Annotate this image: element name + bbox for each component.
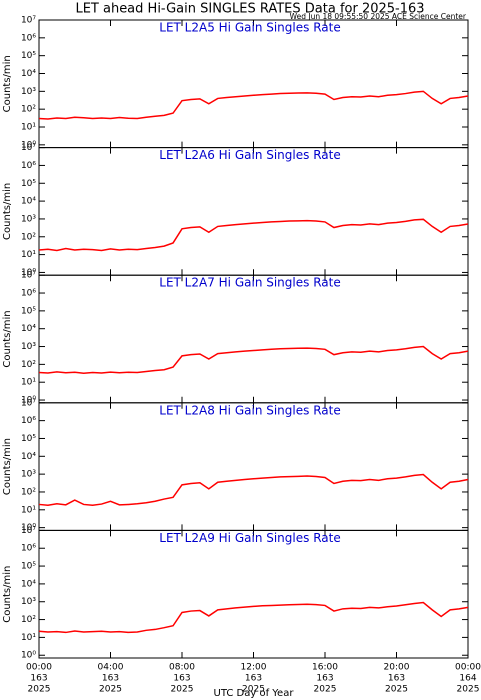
panel-title: LET L2A6 Hi Gain Singles Rate: [159, 148, 340, 162]
x-axis-label: UTC Day of Year: [214, 688, 295, 699]
plot-frame: [38, 19, 469, 149]
data-line: [38, 345, 469, 374]
x-tick-label: 08:00: [169, 663, 195, 673]
y-tick-label: 10²: [21, 232, 36, 242]
x-tick-label: 04:00: [98, 663, 124, 673]
y-tick-label: 10²: [21, 615, 36, 625]
x-tick-day: 163: [388, 674, 405, 684]
x-tick-day: 163: [102, 674, 119, 684]
x-tick-year: 2025: [314, 685, 337, 695]
x-tick-label: 20:00: [384, 663, 410, 673]
y-tick-label: 10⁵: [21, 434, 36, 444]
x-tick-label: 00:00: [455, 663, 481, 673]
timestamp: Wed Jun 18 09:55:50 2025 ACE Science Cen…: [290, 12, 467, 21]
x-tick-year: 2025: [28, 685, 51, 695]
y-tick-label: 10⁶: [21, 289, 36, 299]
y-tick-label: 10⁷: [21, 143, 36, 153]
plot-frame: [38, 402, 469, 531]
plot-frame: [38, 274, 469, 404]
x-tick-year: 2025: [457, 685, 480, 695]
y-tick-label: 10³: [21, 342, 36, 352]
plot-frame: [38, 529, 469, 659]
y-tick-label: 10⁰: [21, 523, 36, 533]
x-tick-day: 163: [245, 674, 262, 684]
x-tick-day: 164: [459, 674, 476, 684]
x-tick-year: 2025: [242, 685, 265, 695]
x-tick-label: 12:00: [241, 663, 267, 673]
y-tick-label: 10⁴: [21, 197, 36, 207]
y-tick-label: 10⁷: [21, 526, 36, 536]
y-tick-label: 10³: [21, 470, 36, 480]
y-tick-label: 10³: [21, 214, 36, 224]
y-tick-label: 10⁴: [21, 69, 36, 79]
y-tick-label: 10⁵: [21, 306, 36, 316]
y-tick-label: 10⁵: [21, 179, 36, 189]
page-title: LET ahead Hi-Gain SINGLES RATES Data for…: [75, 2, 424, 17]
y-tick-label: 10⁶: [21, 161, 36, 171]
x-tick-year: 2025: [171, 685, 194, 695]
x-tick-day: 163: [173, 674, 190, 684]
y-tick-label: 10¹: [21, 633, 36, 643]
y-tick-label: 10³: [21, 87, 36, 97]
panel-title: LET L2A8 Hi Gain Singles Rate: [159, 403, 340, 417]
y-tick-label: 10⁷: [21, 16, 36, 26]
x-tick-day: 163: [316, 674, 333, 684]
y-tick-label: 10⁵: [21, 51, 36, 61]
y-tick-label: 10²: [21, 360, 36, 370]
x-tick-day: 163: [30, 674, 47, 684]
y-tick-label: 10⁷: [21, 271, 36, 281]
y-tick-label: 10⁴: [21, 579, 36, 589]
panel-title: LET L2A5 Hi Gain Singles Rate: [159, 21, 340, 35]
y-tick-label: 10²: [21, 105, 36, 115]
data-line: [38, 218, 469, 252]
y-axis-label: Counts/min: [2, 566, 13, 623]
y-tick-label: 10⁶: [21, 33, 36, 43]
y-tick-label: 10⁴: [21, 324, 36, 334]
x-tick-label: 00:00: [26, 663, 52, 673]
y-axis-label: Counts/min: [2, 438, 13, 495]
y-tick-label: 10⁵: [21, 562, 36, 572]
y-tick-label: 10⁰: [21, 396, 36, 406]
data-line: [38, 601, 469, 634]
y-axis-label: Counts/min: [2, 310, 13, 367]
y-tick-label: 10¹: [21, 250, 36, 260]
y-tick-label: 10³: [21, 597, 36, 607]
y-tick-label: 10⁷: [21, 398, 36, 408]
plot-frame: [38, 147, 469, 276]
y-tick-label: 10⁰: [21, 651, 36, 661]
y-tick-label: 10²: [21, 487, 36, 497]
y-tick-label: 10¹: [21, 378, 36, 388]
data-line: [38, 90, 469, 120]
y-tick-label: 10⁶: [21, 544, 36, 554]
x-tick-year: 2025: [99, 685, 122, 695]
y-tick-label: 10⁰: [21, 140, 36, 150]
y-axis-label: Counts/min: [2, 183, 13, 240]
x-tick-label: 16:00: [312, 663, 338, 673]
y-tick-label: 10¹: [21, 505, 36, 515]
y-tick-label: 10¹: [21, 123, 36, 133]
data-line: [38, 473, 469, 507]
y-axis-label: Counts/min: [2, 55, 13, 112]
y-tick-label: 10⁴: [21, 452, 36, 462]
x-tick-year: 2025: [385, 685, 408, 695]
panel-title: LET L2A7 Hi Gain Singles Rate: [159, 276, 340, 290]
y-tick-label: 10⁶: [21, 416, 36, 426]
y-tick-label: 10⁰: [21, 268, 36, 278]
panel-title: LET L2A9 Hi Gain Singles Rate: [159, 531, 340, 545]
